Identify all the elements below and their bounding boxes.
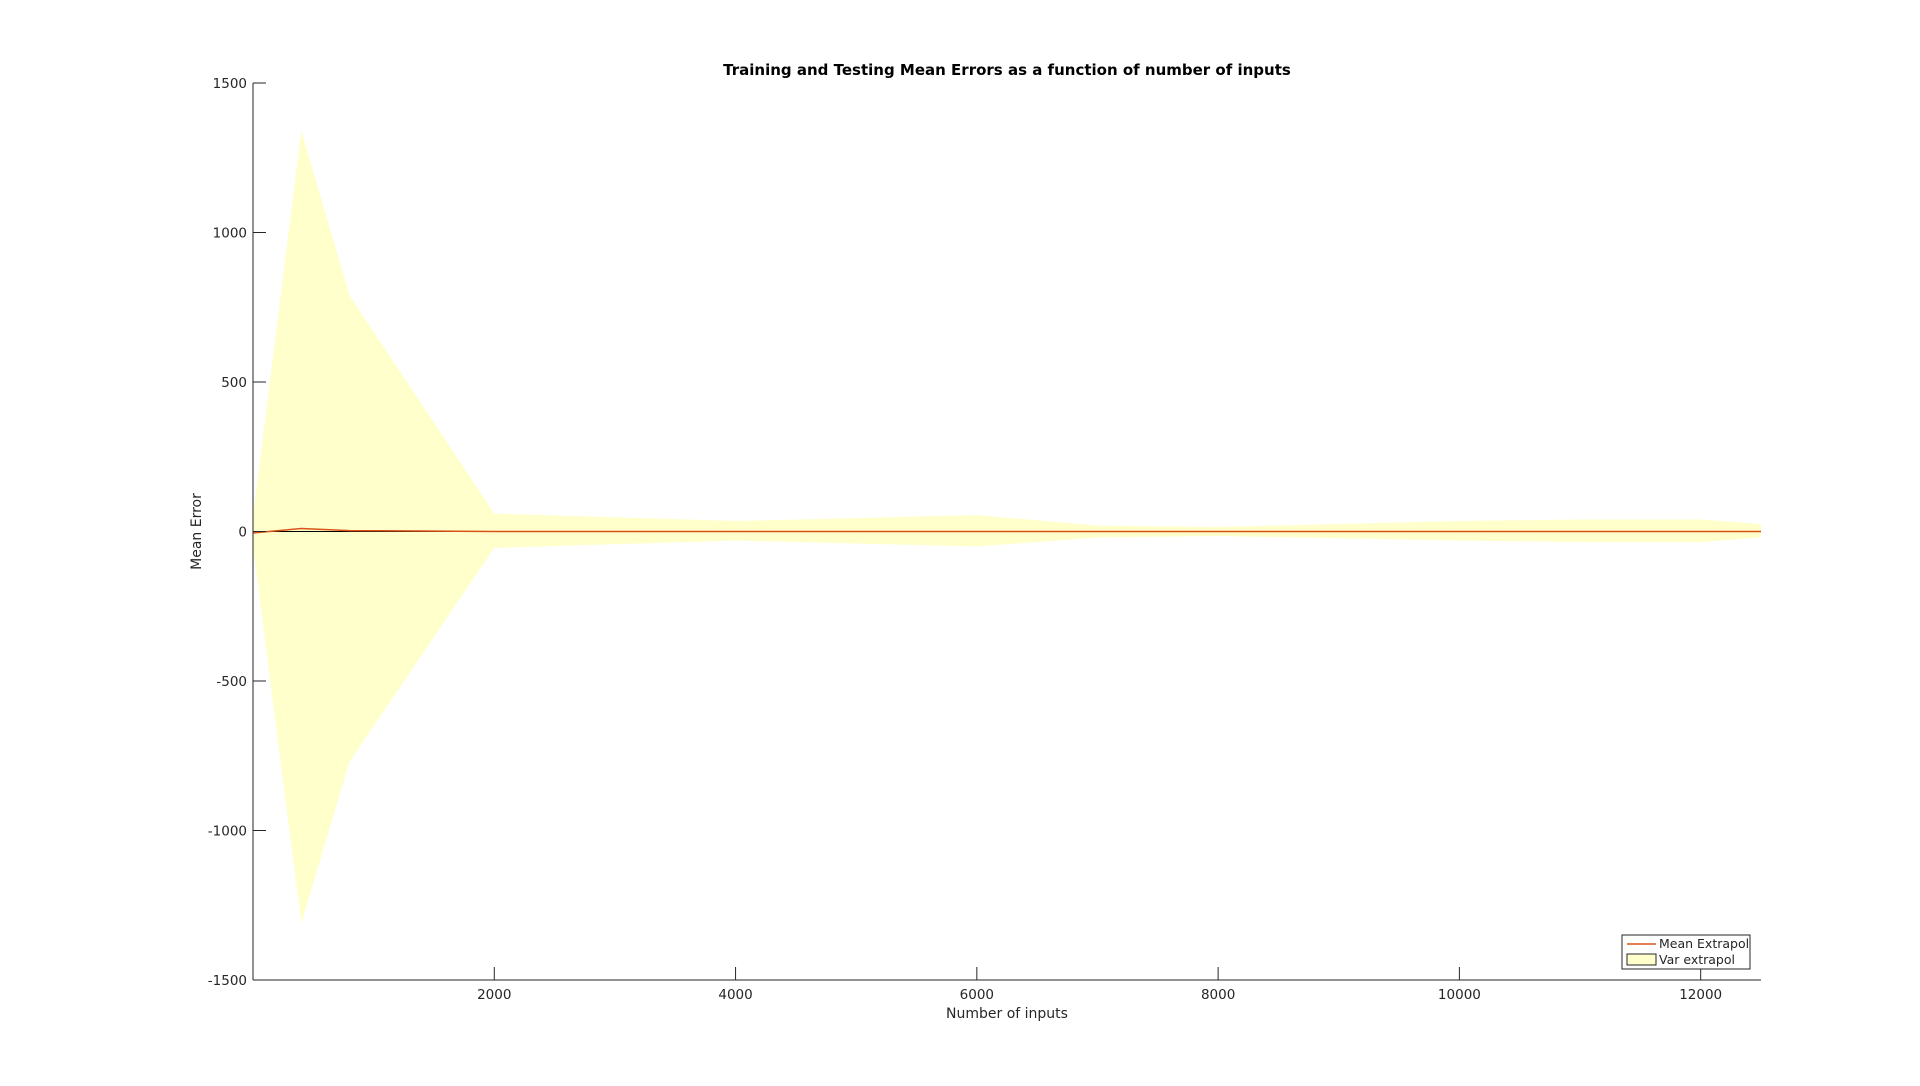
x-tick-label: 10000 — [1438, 987, 1481, 1003]
chart-title: Training and Testing Mean Errors as a fu… — [723, 61, 1291, 79]
y-tick-label: -1000 — [208, 824, 247, 840]
y-axis-label: Mean Error — [189, 493, 205, 570]
x-tick-label: 8000 — [1201, 987, 1235, 1003]
y-tick-label: 500 — [221, 375, 247, 391]
y-tick-label: -500 — [216, 674, 247, 690]
y-tick-label: 0 — [238, 525, 247, 541]
x-tick-label: 6000 — [960, 987, 994, 1003]
mean-extrapol-line — [252, 527, 1761, 534]
variance-band-area — [253, 130, 1761, 924]
legend-var-extrapol-swatch — [1626, 953, 1657, 966]
legend-box — [1621, 934, 1751, 970]
legend-var-extrapol-label: Var extrapol — [1659, 952, 1735, 967]
y-tick-label: 1000 — [213, 226, 247, 242]
legend: Mean Extrapol Var extrapol — [1621, 934, 1751, 970]
x-tick-label: 2000 — [477, 987, 511, 1003]
y-tick-label: -1500 — [208, 973, 247, 989]
x-tick-label: 4000 — [718, 987, 752, 1003]
x-tick-label: 12000 — [1679, 987, 1722, 1003]
x-axis-label: Number of inputs — [946, 1006, 1068, 1022]
legend-mean-extrapol-label: Mean Extrapol — [1659, 936, 1749, 951]
axes: -1500 -1000 -500 0 500 1000 1500 2000 4000 6000 8… — [208, 76, 1761, 1003]
y-axis-ticks: -1500 -1000 -500 0 500 1000 1500 — [208, 76, 266, 989]
plot-area — [252, 130, 1761, 924]
y-tick-label: 1500 — [213, 76, 247, 92]
